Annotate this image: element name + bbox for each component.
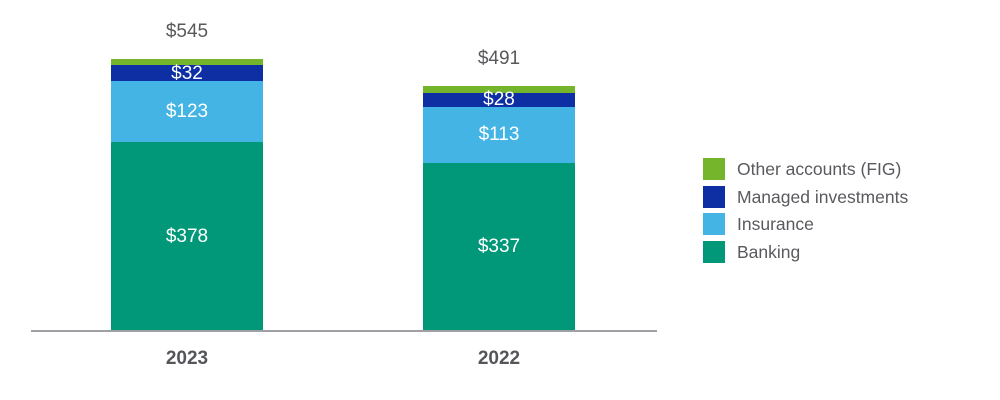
legend-item-banking: Banking xyxy=(703,240,908,263)
segment-value-label-managed-investments-2023: $32 xyxy=(171,62,203,84)
legend-item-insurance: Insurance xyxy=(703,213,908,235)
legend-item-other-accounts-fig: Other accounts (FIG) xyxy=(703,158,908,180)
legend-item-managed-investments: Managed investments xyxy=(703,185,909,208)
bar-segment-other-accounts-fig-2023 xyxy=(111,59,263,66)
bar-segment-managed-investments-2023: $32 xyxy=(111,62,263,84)
legend-swatch-insurance xyxy=(703,213,725,235)
bar-segment-other-accounts-fig-2022 xyxy=(423,86,575,93)
legend-label-other-accounts-fig: Other accounts (FIG) xyxy=(737,159,902,179)
x-axis-label-2022: 2022 xyxy=(477,348,521,369)
legend-label-insurance: Insurance xyxy=(737,214,814,234)
legend-label-managed-investments: Managed investments xyxy=(737,186,909,207)
x-axis-label-2023: 2023 xyxy=(165,348,209,369)
bar-segment-banking-2022: $337 xyxy=(423,162,575,330)
bar-segment-banking-2023: $378 xyxy=(111,142,263,330)
legend-swatch-managed-investments xyxy=(703,185,725,208)
bar-segment-insurance-2023: $123 xyxy=(111,81,263,143)
x-axis-line xyxy=(31,330,657,332)
legend: Other accounts (FIG) Managed investments I… xyxy=(703,158,908,268)
bar-segment-managed-investments-2022: $28 xyxy=(423,89,575,111)
legend-swatch-other-accounts-fig xyxy=(703,158,725,180)
total-value-label-2022: $491 xyxy=(477,48,521,70)
segment-value-label-banking-2022: $337 xyxy=(477,235,521,257)
total-value-label-2023: $545 xyxy=(165,21,209,43)
segment-value-label-banking-2023: $378 xyxy=(165,225,209,247)
segment-value-label-insurance-2022: $113 xyxy=(478,124,520,146)
segment-value-label-managed-investments-2022: $28 xyxy=(483,89,515,111)
legend-label-banking: Banking xyxy=(737,241,801,262)
segment-value-label-insurance-2023: $123 xyxy=(165,101,209,123)
legend-swatch-banking xyxy=(703,240,725,263)
bar-segment-insurance-2022: $113 xyxy=(423,106,575,163)
